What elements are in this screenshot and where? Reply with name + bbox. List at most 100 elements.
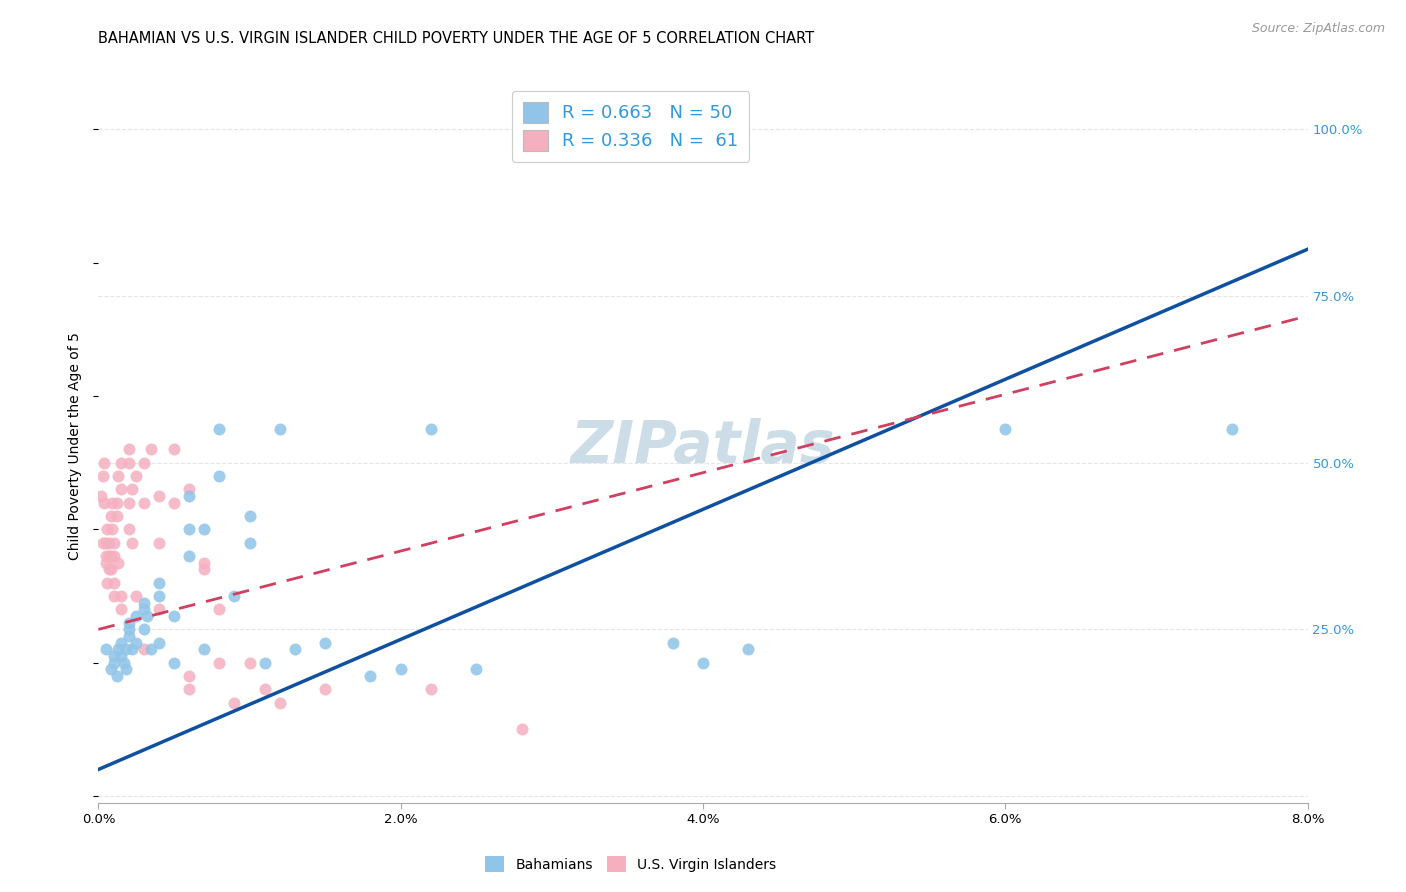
Point [103,649,125,664]
Point [135,609,157,624]
Point [208,656,231,670]
Point [737,642,759,657]
Point [269,422,291,436]
Point [510,723,533,737]
Point [93,456,115,470]
Point [98,549,121,563]
Legend: Bahamians, U.S. Virgin Islanders: Bahamians, U.S. Virgin Islanders [479,851,782,878]
Point [98,535,121,549]
Point [179,483,201,497]
Point [132,602,155,616]
Text: Source: ZipAtlas.com: Source: ZipAtlas.com [1251,22,1385,36]
Point [179,522,201,536]
Point [98,562,121,576]
Point [110,483,132,497]
Point [148,602,170,616]
Point [148,589,170,603]
Point [132,456,155,470]
Point [125,636,148,650]
Point [91,469,114,483]
Point [105,669,128,683]
Point [118,629,141,643]
Point [96,522,118,536]
Point [269,696,291,710]
Text: BAHAMIAN VS U.S. VIRGIN ISLANDER CHILD POVERTY UNDER THE AGE OF 5 CORRELATION CH: BAHAMIAN VS U.S. VIRGIN ISLANDER CHILD P… [98,31,814,46]
Y-axis label: Child Poverty Under the Age of 5: Child Poverty Under the Age of 5 [69,332,83,560]
Point [118,442,141,457]
Point [163,496,186,510]
Point [96,575,118,590]
Point [93,496,115,510]
Point [994,422,1017,436]
Point [193,556,215,570]
Text: ZIPatlas: ZIPatlas [571,417,835,475]
Point [118,522,141,536]
Point [148,535,170,549]
Point [118,456,141,470]
Point [107,469,129,483]
Point [107,556,129,570]
Point [420,682,443,697]
Point [389,662,412,676]
Point [121,535,143,549]
Point [112,656,135,670]
Point [110,636,132,650]
Point [94,642,117,657]
Point [125,589,148,603]
Point [101,496,124,510]
Point [239,535,262,549]
Point [208,602,231,616]
Point [114,662,136,676]
Point [121,483,143,497]
Point [103,535,125,549]
Point [100,562,122,576]
Point [103,656,125,670]
Point [91,535,114,549]
Point [193,562,215,576]
Point [208,469,231,483]
Point [284,642,307,657]
Point [253,656,276,670]
Point [179,682,201,697]
Point [103,575,125,590]
Point [114,642,136,657]
Point [132,596,155,610]
Point [118,623,141,637]
Point [1220,422,1243,436]
Point [101,522,124,536]
Point [94,556,117,570]
Point [103,549,125,563]
Point [148,575,170,590]
Point [110,456,132,470]
Point [420,422,443,436]
Point [110,649,132,664]
Point [148,489,170,503]
Point [208,422,231,436]
Point [141,442,163,457]
Point [141,642,163,657]
Point [239,656,262,670]
Point [132,642,155,657]
Point [163,656,186,670]
Point [94,535,117,549]
Point [118,615,141,630]
Point [239,509,262,524]
Point [121,642,143,657]
Point [118,496,141,510]
Point [224,589,246,603]
Point [193,522,215,536]
Point [107,642,129,657]
Point [163,609,186,624]
Point [163,442,186,457]
Point [179,549,201,563]
Point [314,682,336,697]
Point [692,656,714,670]
Point [105,496,128,510]
Point [465,662,488,676]
Point [148,636,170,650]
Point [100,509,122,524]
Point [94,549,117,563]
Point [193,642,215,657]
Point [110,589,132,603]
Point [314,636,336,650]
